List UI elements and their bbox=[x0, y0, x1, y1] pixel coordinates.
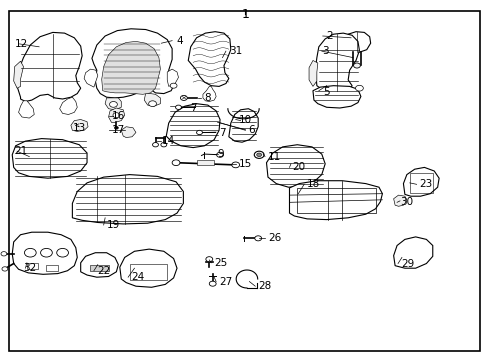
Circle shape bbox=[57, 248, 68, 257]
Text: 12: 12 bbox=[15, 39, 28, 49]
Text: 15: 15 bbox=[238, 159, 251, 169]
Polygon shape bbox=[312, 86, 360, 108]
Circle shape bbox=[172, 160, 180, 166]
Text: 10: 10 bbox=[238, 114, 251, 125]
Text: 23: 23 bbox=[419, 179, 432, 189]
Circle shape bbox=[170, 83, 177, 88]
Text: 2: 2 bbox=[326, 31, 333, 41]
Polygon shape bbox=[121, 127, 136, 138]
Text: 16: 16 bbox=[111, 111, 124, 121]
Text: 19: 19 bbox=[106, 220, 120, 230]
Text: 29: 29 bbox=[400, 258, 413, 269]
Text: 13: 13 bbox=[72, 123, 85, 133]
Polygon shape bbox=[72, 175, 183, 224]
Polygon shape bbox=[102, 41, 160, 94]
Polygon shape bbox=[14, 61, 23, 88]
Polygon shape bbox=[60, 97, 77, 114]
Polygon shape bbox=[167, 69, 178, 86]
Circle shape bbox=[114, 126, 118, 129]
Circle shape bbox=[180, 95, 187, 100]
Text: 7: 7 bbox=[189, 103, 196, 113]
Polygon shape bbox=[84, 69, 98, 87]
Text: 8: 8 bbox=[204, 93, 211, 103]
Polygon shape bbox=[19, 101, 34, 118]
Polygon shape bbox=[92, 29, 173, 98]
Polygon shape bbox=[228, 109, 258, 142]
Circle shape bbox=[216, 152, 223, 157]
Circle shape bbox=[175, 105, 181, 109]
Polygon shape bbox=[12, 232, 77, 274]
Polygon shape bbox=[120, 249, 177, 287]
Polygon shape bbox=[196, 160, 214, 165]
Polygon shape bbox=[342, 32, 370, 52]
Text: 1: 1 bbox=[241, 8, 249, 21]
Text: 18: 18 bbox=[306, 179, 320, 189]
Text: 7: 7 bbox=[219, 128, 225, 138]
Polygon shape bbox=[166, 104, 220, 148]
Text: 25: 25 bbox=[214, 258, 227, 268]
Text: 14: 14 bbox=[161, 136, 174, 146]
Polygon shape bbox=[108, 108, 124, 122]
Polygon shape bbox=[393, 237, 432, 268]
Polygon shape bbox=[308, 60, 317, 86]
Polygon shape bbox=[105, 98, 121, 110]
Text: 6: 6 bbox=[248, 125, 255, 135]
Text: 26: 26 bbox=[267, 233, 281, 243]
Circle shape bbox=[24, 248, 36, 257]
Text: 3: 3 bbox=[321, 46, 328, 56]
Text: 27: 27 bbox=[219, 276, 232, 287]
Polygon shape bbox=[203, 86, 216, 102]
Circle shape bbox=[152, 143, 158, 147]
Text: 32: 32 bbox=[23, 263, 37, 273]
Polygon shape bbox=[17, 32, 82, 102]
Polygon shape bbox=[393, 195, 406, 206]
Polygon shape bbox=[144, 93, 160, 106]
Polygon shape bbox=[266, 145, 325, 187]
Polygon shape bbox=[81, 253, 118, 277]
Polygon shape bbox=[188, 32, 230, 86]
Circle shape bbox=[355, 85, 363, 91]
Polygon shape bbox=[403, 167, 438, 196]
Text: 20: 20 bbox=[292, 162, 305, 172]
Text: 28: 28 bbox=[258, 281, 271, 291]
Circle shape bbox=[209, 281, 216, 286]
Text: 22: 22 bbox=[97, 266, 110, 276]
Text: 21: 21 bbox=[15, 146, 28, 156]
Polygon shape bbox=[289, 181, 382, 220]
Polygon shape bbox=[90, 265, 108, 271]
Circle shape bbox=[353, 63, 360, 68]
Text: 9: 9 bbox=[217, 149, 224, 159]
Text: 17: 17 bbox=[111, 125, 124, 135]
Text: 24: 24 bbox=[131, 272, 144, 282]
Text: 30: 30 bbox=[399, 197, 412, 207]
Polygon shape bbox=[46, 265, 58, 271]
Text: 31: 31 bbox=[228, 46, 242, 56]
Circle shape bbox=[1, 252, 7, 256]
Circle shape bbox=[254, 236, 261, 241]
Circle shape bbox=[161, 143, 166, 147]
Polygon shape bbox=[71, 120, 88, 131]
Circle shape bbox=[196, 130, 202, 135]
Circle shape bbox=[148, 101, 156, 107]
Circle shape bbox=[41, 248, 52, 257]
Circle shape bbox=[113, 113, 120, 118]
Circle shape bbox=[205, 257, 212, 262]
Text: 4: 4 bbox=[176, 36, 183, 46]
Polygon shape bbox=[27, 263, 38, 269]
Circle shape bbox=[231, 162, 239, 168]
Circle shape bbox=[2, 267, 8, 271]
Text: 11: 11 bbox=[267, 152, 281, 162]
Polygon shape bbox=[12, 139, 87, 178]
Polygon shape bbox=[315, 33, 359, 92]
Circle shape bbox=[109, 102, 117, 107]
Circle shape bbox=[254, 151, 264, 158]
Circle shape bbox=[256, 153, 261, 157]
Text: 5: 5 bbox=[322, 87, 329, 97]
